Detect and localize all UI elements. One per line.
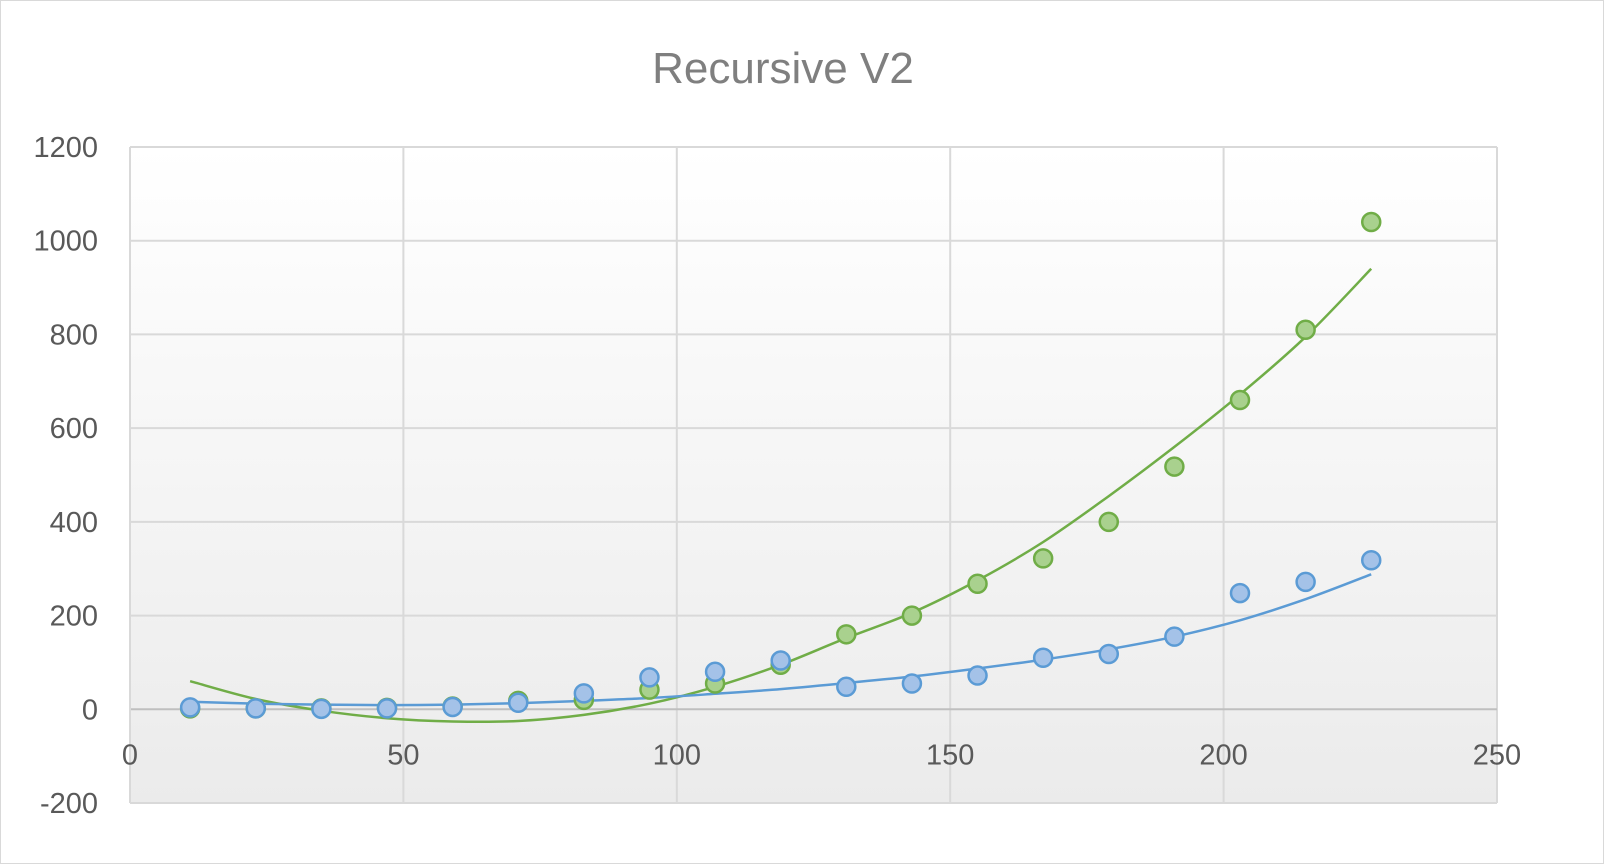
data-point-series-1 [376,698,398,719]
data-point-series-1 [507,692,529,713]
x-tick-label: 100 [653,739,701,771]
y-tick-label: 800 [50,319,98,351]
data-point-series-1 [245,698,267,719]
data-point-series-0 [1295,319,1316,340]
data-point-series-1 [639,667,660,688]
data-point-series-1 [770,650,791,671]
data-point-series-1 [836,676,857,698]
data-point-series-1 [179,697,201,718]
data-point-series-1 [1032,647,1054,668]
data-point-series-1 [1229,582,1251,604]
axes [129,147,1497,803]
data-point-series-0 [1229,389,1251,411]
y-tick-label: 600 [50,413,98,445]
data-point-series-1 [1164,626,1185,647]
data-point-series-1 [704,661,726,683]
tick-labels: 0 50 100 150 200 250 -200 0 200 400 600 800 1000 1200 [33,132,1521,820]
y-tick-label: 200 [50,601,98,633]
y-tick-label: 1000 [33,226,98,258]
data-point-series-1 [1360,550,1382,571]
data-point-series-1 [311,698,332,720]
plot-area [130,147,1497,803]
data-point-series-1 [1098,643,1120,665]
data-point-series-1 [442,696,463,718]
data-point-series-1 [967,665,988,686]
data-point-series-1 [573,683,595,704]
data-point-series-0 [1098,511,1120,533]
data-markers [179,211,1382,720]
x-tick-label: 250 [1473,739,1521,771]
x-tick-label: 150 [926,739,974,771]
data-point-series-1 [1295,571,1316,593]
data-point-series-1 [901,673,923,694]
y-tick-label: 0 [82,694,98,726]
data-point-series-0 [901,605,923,626]
data-point-series-0 [1032,548,1054,569]
y-tick-label: 1200 [33,132,98,164]
data-point-series-0 [967,573,988,594]
data-point-series-0 [1164,456,1185,477]
data-point-series-0 [1360,211,1382,233]
chart-title: Recursive V2 [652,44,914,93]
x-tick-label: 200 [1199,739,1247,771]
data-point-series-0 [836,624,857,645]
y-tick-label: 400 [50,507,98,539]
x-tick-label: 50 [387,739,419,771]
x-tick-label: 0 [122,739,138,771]
gridlines [130,146,1498,804]
y-tick-label: -200 [40,788,98,820]
